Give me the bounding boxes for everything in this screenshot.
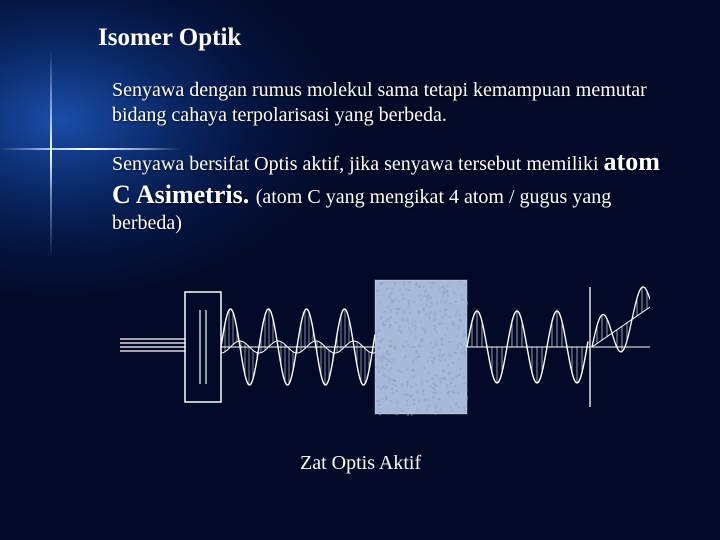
paragraph-definition: Senyawa dengan rumus molekul sama tetapi… xyxy=(112,78,670,128)
polarimeter-diagram xyxy=(120,262,650,432)
diagram-caption: Zat Optis Aktif xyxy=(300,452,421,475)
paragraph-condition: Senyawa bersifat Optis aktif, jika senya… xyxy=(112,146,670,236)
slide-title: Isomer Optik xyxy=(98,24,670,52)
lens-flare-vertical xyxy=(50,50,52,260)
text-before-bold: Senyawa bersifat Optis aktif, jika senya… xyxy=(112,153,604,175)
slide-content: Isomer Optik Senyawa dengan rumus moleku… xyxy=(98,24,670,254)
